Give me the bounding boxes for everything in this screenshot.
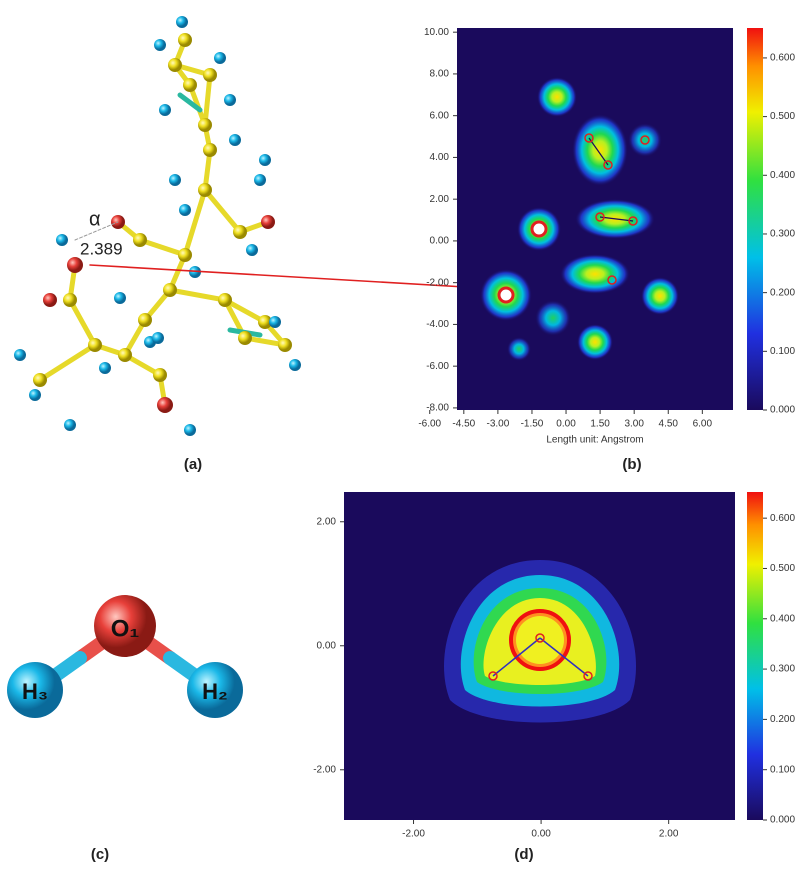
x-tick-label: 0.00 [556,419,576,430]
panel-label: (c) [91,846,109,863]
panel-label: (d) [514,846,533,863]
y-tick-label: -6.00 [426,361,449,372]
x-tick-label: 4.50 [659,419,679,430]
colorbar-tick-label: 0.200 [770,287,795,298]
colorbar-tick-label: 0.100 [770,346,795,357]
y-tick-label: 10.00 [424,27,449,38]
colorbar-tick-label: 0.300 [770,229,795,240]
y-tick-label: -2.00 [313,764,336,775]
x-tick-label: 2.00 [659,829,679,840]
distance-label: 2.389 [80,239,123,258]
x-tick-label: -2.00 [402,829,425,840]
colorbar-tick-label: 0.400 [770,170,795,181]
y-tick-label: 0.00 [430,236,450,247]
y-tick-label: -8.00 [426,403,449,414]
x-tick-label: -4.50 [452,419,475,430]
y-tick-label: 0.00 [317,640,337,651]
molecule-a [14,16,487,436]
panel-label: (a) [184,456,202,473]
x-tick-label: 0.00 [531,829,551,840]
colorbar-tick-label: 0.500 [770,563,795,574]
y-tick-label: 2.00 [317,516,337,527]
colorbar-tick-label: 0.600 [770,53,795,64]
colorbar-tick-label: 0.400 [770,613,795,624]
colorbar-tick-label: 0.500 [770,111,795,122]
atom-label: H₂ [202,679,228,704]
angle-symbol: α [89,208,101,230]
colorbar-tick-label: 0.100 [770,764,795,775]
colorbar-b [747,28,763,410]
panel-label: (b) [622,456,641,473]
y-tick-label: -2.00 [426,277,449,288]
x-tick-label: 1.50 [590,419,610,430]
colorbar-tick-label: 0.000 [770,405,795,416]
y-tick-label: -4.00 [426,319,449,330]
y-tick-label: 8.00 [430,69,450,80]
y-tick-label: 6.00 [430,110,450,121]
atom-label: H₃ [22,679,48,704]
x-tick-label: -6.00 [418,419,441,430]
y-tick-label: 2.00 [430,194,450,205]
x-tick-label: -1.50 [521,419,544,430]
figure: α 2.389 (a) Length unit: Angstrom (b) O₁… [0,0,806,876]
atom-label: O₁ [111,615,140,642]
colorbar-tick-label: 0.300 [770,664,795,675]
colorbar-tick-label: 0.200 [770,714,795,725]
y-tick-label: 4.00 [430,152,450,163]
x-axis-label: Length unit: Angstrom [546,435,643,446]
colorbar-tick-label: 0.000 [770,815,795,826]
x-tick-label: 6.00 [693,419,713,430]
colorbar-d [747,492,763,820]
x-tick-label: -3.00 [486,419,509,430]
colorbar-tick-label: 0.600 [770,513,795,524]
x-tick-label: 3.00 [624,419,644,430]
